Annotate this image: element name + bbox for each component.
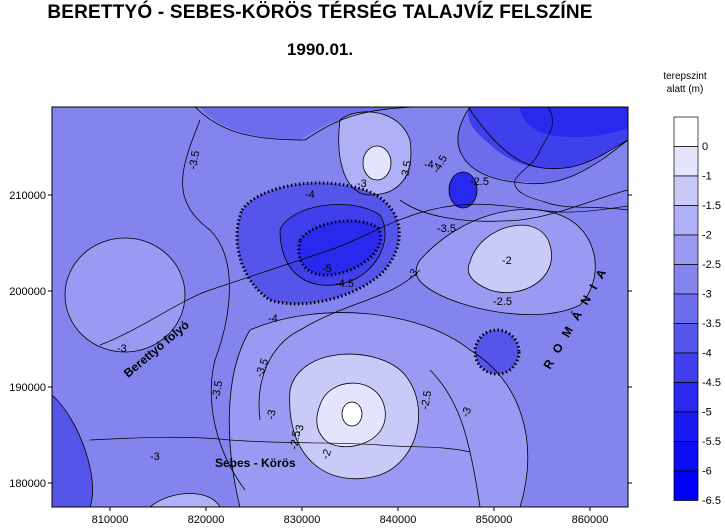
x-tick-label: 840000	[380, 514, 417, 526]
legend-swatch	[673, 470, 699, 501]
y-tick-label: 200000	[9, 286, 46, 298]
contour-label: -3	[265, 409, 279, 421]
contour-label: -3.5	[187, 150, 202, 171]
legend-level-label: -1	[702, 170, 712, 182]
contour-label: -2.5	[419, 390, 434, 411]
contour-label: -3.5	[437, 223, 456, 235]
axis-tick-marks	[48, 194, 632, 511]
contour-labels: -3.5 -3 -3.5 -4 -4.5 -2.5 -4 -5 -4.5 -4 …	[117, 150, 512, 463]
fill-band-sw	[52, 395, 93, 507]
contour-label: -3	[357, 178, 367, 190]
legend-level-label: -2	[702, 229, 712, 241]
contour-label: -3.5	[399, 160, 414, 181]
fill-band-2-east	[468, 225, 552, 293]
legend-swatch	[673, 382, 699, 413]
x-tick-label: 810000	[92, 514, 129, 526]
legend-level-label: -4.5	[702, 377, 721, 389]
y-axis-labels: 210000 200000 190000 180000	[9, 190, 46, 490]
y-tick-label: 190000	[9, 382, 46, 394]
legend-level-label: -1.5	[702, 200, 721, 212]
contour-label: -2.5	[470, 176, 489, 188]
contour-label: -4	[305, 189, 315, 201]
legend-swatch	[673, 116, 699, 147]
x-tick-label: 820000	[188, 514, 225, 526]
fill-band-south-edge	[150, 493, 220, 507]
legend-level-label: -5.5	[702, 436, 721, 448]
legend-level-label: 0	[702, 141, 708, 153]
legend-level-label: -6.5	[702, 495, 721, 507]
contour-label: -3	[460, 406, 475, 419]
legend-level-label: -6	[702, 465, 712, 477]
legend-swatch	[673, 146, 699, 177]
fill-band-0-south	[342, 402, 362, 426]
contour-label: -4	[424, 159, 434, 171]
map-frame	[51, 106, 629, 508]
legend-title-line1: terepszint	[663, 71, 707, 82]
legend-swatch	[673, 293, 699, 324]
legend-level-label: -5	[702, 406, 712, 418]
x-tick-label: 830000	[284, 514, 321, 526]
contour-label: -3.5	[210, 380, 225, 401]
x-tick-label: 860000	[572, 514, 609, 526]
contour-label: -3	[117, 343, 127, 355]
rivers	[89, 107, 628, 453]
contour-label: -2	[320, 448, 335, 461]
legend-swatch	[673, 264, 699, 295]
contour-label: -5	[322, 263, 332, 275]
map-title: BERETTYÓ - SEBES-KÖRÖS TÉRSÉG TALAJVÍZ F…	[47, 2, 593, 23]
legend-title: terepszint alatt (m)	[648, 70, 722, 96]
contour-label: -2.5	[493, 296, 512, 308]
contour-fill-layer	[52, 107, 628, 507]
x-tick-label: 850000	[476, 514, 513, 526]
contour-label: -2	[502, 255, 512, 267]
legend-swatch	[673, 175, 699, 206]
fill-band-2.5-west	[65, 238, 185, 352]
legend-swatch	[673, 234, 699, 265]
contour-label: -2.5	[288, 430, 303, 451]
legend-title-line2: alatt (m)	[666, 84, 704, 95]
contour-label: -4	[268, 313, 278, 325]
fill-band-ne-pit	[449, 172, 477, 208]
legend-swatch	[673, 352, 699, 383]
legend-level-label: -3.5	[702, 318, 721, 330]
fill-band-ne-deeper	[520, 107, 628, 138]
legend-swatch	[673, 411, 699, 442]
river-label-sebes-koros: Sebes - Körös	[215, 456, 296, 470]
contour-label: -4.5	[335, 278, 354, 290]
contour-label: -3	[150, 451, 160, 463]
fill-band-3.5-east	[475, 330, 519, 374]
contour-label: -3	[293, 424, 307, 436]
legend-swatch	[673, 441, 699, 472]
y-tick-label: 210000	[9, 190, 46, 202]
y-tick-label: 180000	[9, 478, 46, 490]
legend-level-label: -4	[702, 347, 712, 359]
fill-band-1-north	[363, 146, 391, 180]
legend-swatch	[673, 323, 699, 354]
x-axis-labels: 810000 820000 830000 840000 850000 86000…	[92, 514, 609, 526]
legend-level-label: -3	[702, 288, 712, 300]
fill-band-5	[298, 220, 381, 276]
map-subtitle: 1990.01.	[286, 40, 354, 59]
legend-swatch	[673, 205, 699, 236]
legend-level-label: -2.5	[702, 259, 721, 271]
